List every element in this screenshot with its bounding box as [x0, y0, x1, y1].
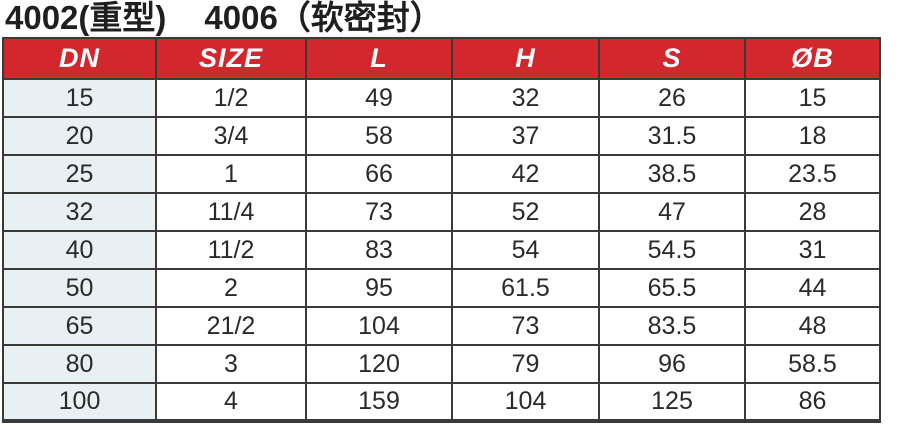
table-cell: 104: [305, 306, 453, 346]
table-cell: 37: [451, 116, 600, 156]
table-cell: 31: [744, 230, 881, 270]
table-cell: 48: [744, 306, 881, 346]
table-cell: 15: [744, 78, 881, 118]
table-cell: 96: [598, 344, 746, 384]
column-header-b: ØB: [744, 37, 881, 80]
column-header-size: SIZE: [155, 37, 307, 80]
table-cell: 25: [2, 154, 157, 194]
table-cell: 38.5: [598, 154, 746, 194]
table-cell: 44: [744, 268, 881, 308]
table-row: 100 4 159 104 125 86: [2, 382, 881, 422]
table-cell: 47: [598, 192, 746, 232]
table-row: 65 21/2 104 73 83.5 48: [2, 306, 881, 346]
column-header-dn: DN: [2, 37, 157, 80]
table-row: 15 1/2 49 32 26 15: [2, 78, 881, 118]
table-cell: 73: [305, 192, 453, 232]
table-cell: 26: [598, 78, 746, 118]
column-header-l: L: [305, 37, 453, 80]
table-cell: 49: [305, 78, 453, 118]
table-cell: 54: [451, 230, 600, 270]
table-cell: 3: [155, 344, 307, 384]
table-cell: 11/4: [155, 192, 307, 232]
dimensions-table: DN SIZE L H S ØB 15 1/2 49 32 26 15 20 3/4 58 37 31.5 18…: [2, 37, 881, 423]
table-cell: 21/2: [155, 306, 307, 346]
table-cell: 52: [451, 192, 600, 232]
table-cell: 1/2: [155, 78, 307, 118]
table-cell: 86: [744, 382, 881, 422]
table-cell: 42: [451, 154, 600, 194]
table-cell: 20: [2, 116, 157, 156]
table-cell: 83.5: [598, 306, 746, 346]
table-cell: 3/4: [155, 116, 307, 156]
table-cell: 40: [2, 230, 157, 270]
table-cell: 65.5: [598, 268, 746, 308]
page-title: 4002(重型) 4006（软密封）: [5, 0, 443, 36]
table-cell: 120: [305, 344, 453, 384]
table-cell: 79: [451, 344, 600, 384]
table-row: 50 2 95 61.5 65.5 44: [2, 268, 881, 308]
table-row: 32 11/4 73 52 47 28: [2, 192, 881, 232]
table-cell: 66: [305, 154, 453, 194]
column-header-s: S: [598, 37, 746, 80]
table-cell: 58.5: [744, 344, 881, 384]
table-cell: 58: [305, 116, 453, 156]
table-cell: 125: [598, 382, 746, 422]
table-cell: 73: [451, 306, 600, 346]
table-cell: 32: [451, 78, 600, 118]
table-cell: 50: [2, 268, 157, 308]
table-cell: 61.5: [451, 268, 600, 308]
title-model-right: 4006（软密封）: [204, 0, 443, 36]
table-cell: 2: [155, 268, 307, 308]
table-header-row: DN SIZE L H S ØB: [2, 37, 881, 80]
table-row: 25 1 66 42 38.5 23.5: [2, 154, 881, 194]
table-body: 15 1/2 49 32 26 15 20 3/4 58 37 31.5 18 25 1 66 42 38.5 2…: [2, 78, 881, 422]
table-row: 80 3 120 79 96 58.5: [2, 344, 881, 384]
table-cell: 95: [305, 268, 453, 308]
table-cell: 32: [2, 192, 157, 232]
table-cell: 54.5: [598, 230, 746, 270]
table-cell: 80: [2, 344, 157, 384]
column-header-h: H: [451, 37, 600, 80]
table-row: 40 11/2 83 54 54.5 31: [2, 230, 881, 270]
table-cell: 1: [155, 154, 307, 194]
table-row: 20 3/4 58 37 31.5 18: [2, 116, 881, 156]
table-cell: 28: [744, 192, 881, 232]
table-cell: 65: [2, 306, 157, 346]
table-cell: 18: [744, 116, 881, 156]
table-cell: 11/2: [155, 230, 307, 270]
table-cell: 4: [155, 382, 307, 422]
table-cell: 23.5: [744, 154, 881, 194]
title-model-left: 4002(重型): [5, 0, 167, 36]
table-cell: 83: [305, 230, 453, 270]
table-cell: 31.5: [598, 116, 746, 156]
table-cell: 100: [2, 382, 157, 422]
table-cell: 15: [2, 78, 157, 118]
table-cell: 159: [305, 382, 453, 422]
table-cell: 104: [451, 382, 600, 422]
